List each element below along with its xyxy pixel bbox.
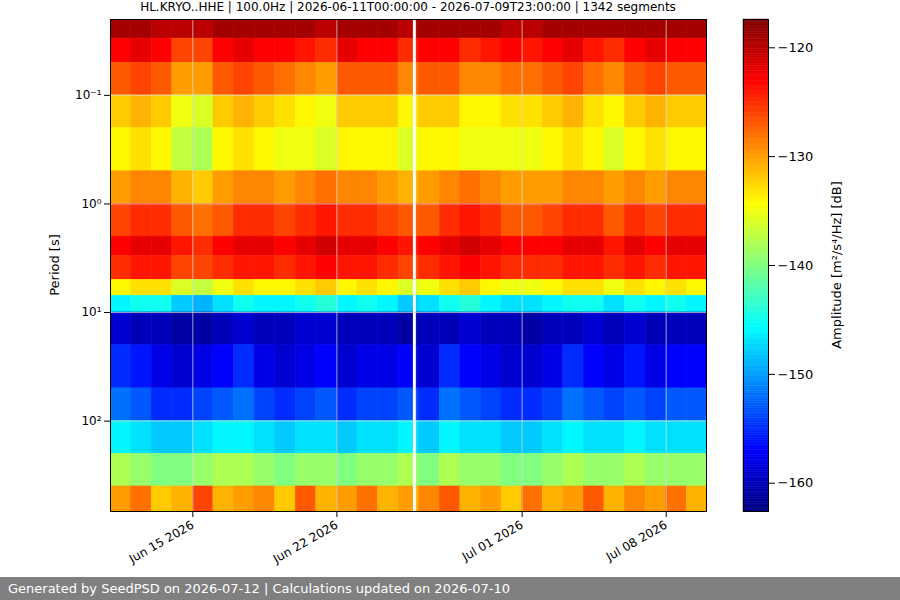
- html-text:Period [s]: Period [s]: [46, 234, 62, 296]
- svg-text:−140: −140: [778, 258, 814, 273]
- svg-text:Jul 08 2026: Jul 08 2026: [603, 518, 670, 565]
- svg-text:Jun 15 2026: Jun 15 2026: [126, 518, 196, 567]
- svg-text:−160: −160: [778, 475, 814, 490]
- svg-text:−150: −150: [778, 367, 814, 382]
- svg-text:Jul 01 2026: Jul 01 2026: [459, 518, 526, 565]
- html-text:Generated by SeedPSD on 2026-0: Generated by SeedPSD on 2026-07-12 | Cal…: [8, 581, 510, 596]
- svg-text:−120: −120: [778, 40, 814, 55]
- html-text:HL.KRYO..HHE | 100.0Hz | 2026-: HL.KRYO..HHE | 100.0Hz | 2026-06-11T00:0…: [140, 0, 676, 14]
- svg-text:10⁻¹: 10⁻¹: [75, 88, 102, 102]
- svg-text:10²: 10²: [81, 414, 101, 428]
- svg-text:Jun 22 2026: Jun 22 2026: [270, 518, 340, 567]
- html-text:Amplitude [m²/s⁴/Hz] [dB]: Amplitude [m²/s⁴/Hz] [dB]: [828, 181, 844, 349]
- svg-text:10¹: 10¹: [81, 305, 101, 319]
- svg-text:−130: −130: [778, 149, 814, 164]
- svg-text:10⁰: 10⁰: [81, 197, 101, 211]
